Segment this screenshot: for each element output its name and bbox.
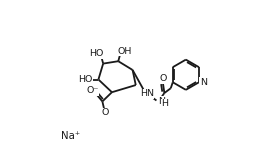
Text: HN: HN	[140, 89, 154, 98]
Text: O: O	[101, 108, 109, 117]
Text: HO: HO	[78, 75, 92, 84]
Text: H: H	[161, 100, 168, 108]
Text: N: N	[158, 97, 165, 106]
Text: Na⁺: Na⁺	[61, 131, 80, 141]
Text: N: N	[200, 78, 207, 87]
Text: O: O	[159, 74, 166, 83]
Text: OH: OH	[118, 47, 132, 56]
Text: O⁻: O⁻	[86, 86, 99, 95]
Text: HO: HO	[89, 49, 103, 58]
